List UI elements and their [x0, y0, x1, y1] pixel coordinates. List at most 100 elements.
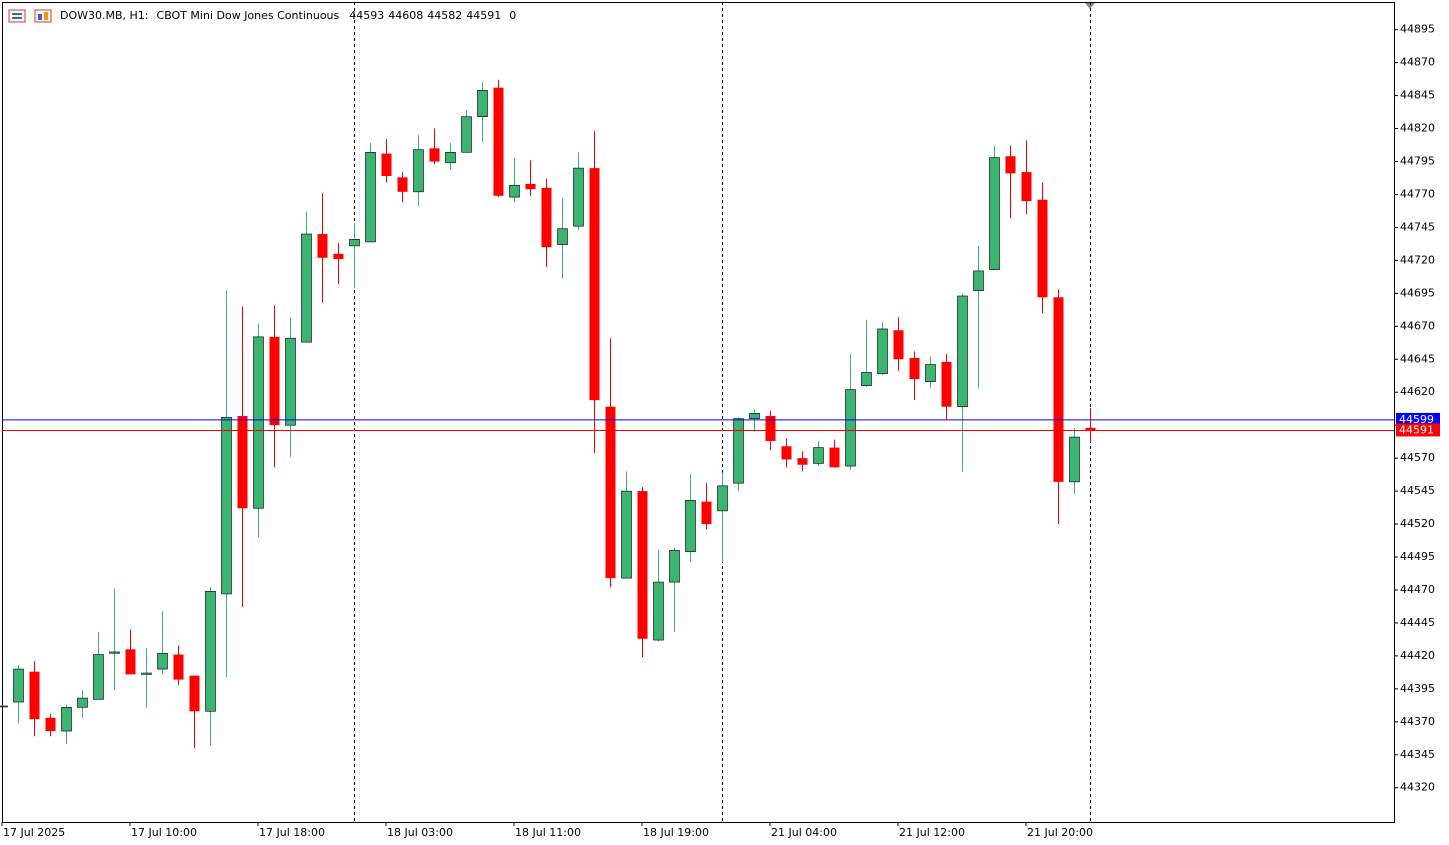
candle-body	[365, 151, 376, 243]
candle-body	[413, 149, 424, 193]
candle-body	[205, 590, 216, 712]
candle-body	[45, 717, 56, 732]
candles	[0, 79, 1096, 749]
y-tick-label: 44495	[1400, 550, 1435, 563]
menu-icons	[8, 9, 52, 23]
candle-body	[1085, 427, 1096, 431]
candle-body	[1069, 436, 1080, 483]
candle-body	[173, 654, 184, 680]
candle-body	[333, 253, 344, 260]
candle-body	[653, 581, 664, 641]
x-tick-label: 21 Jul 04:00	[771, 826, 837, 839]
candle-body	[1005, 156, 1016, 174]
candle-body	[141, 672, 152, 675]
y-tick-label: 44720	[1400, 253, 1435, 266]
candle-body	[0, 705, 8, 708]
candle-body	[573, 167, 584, 227]
candle-body	[237, 415, 248, 509]
candle-body	[893, 330, 904, 360]
x-tick-label: 21 Jul 20:00	[1027, 826, 1093, 839]
icon	[8, 9, 26, 23]
candle-body	[557, 228, 568, 245]
candle-body	[301, 233, 312, 343]
candle-body	[477, 90, 488, 117]
candle-body	[589, 168, 600, 401]
shift-marker	[1085, 3, 1095, 9]
candle-body	[925, 364, 936, 382]
open: 44593	[349, 9, 384, 22]
x-tick-label: 17 Jul 10:00	[131, 826, 197, 839]
y-tick-label: 44795	[1400, 155, 1435, 168]
y-tick-label: 44320	[1400, 781, 1435, 794]
plot-frame	[2, 2, 1395, 823]
candle-body	[445, 151, 456, 164]
icon	[12, 17, 22, 19]
description: CBOT Mini Dow Jones Continuous	[157, 9, 340, 22]
y-tick-label: 44895	[1400, 23, 1435, 36]
candle-body	[397, 177, 408, 192]
candle-body	[861, 372, 872, 386]
close: 44591	[466, 9, 501, 22]
candle-body	[685, 500, 696, 553]
y-tick-label: 44445	[1400, 616, 1435, 629]
candle-body	[749, 413, 760, 419]
candle-body	[541, 187, 552, 248]
candle-body	[221, 416, 232, 595]
icon	[38, 14, 42, 20]
candle-body	[669, 550, 680, 583]
candle-body	[13, 668, 24, 703]
candle-body	[989, 157, 1000, 270]
candle-body	[525, 183, 536, 190]
y-tick-label: 44545	[1400, 484, 1435, 497]
candle-body	[701, 501, 712, 525]
spread: 0	[509, 9, 516, 22]
price-label: 44591	[1399, 423, 1434, 436]
candle-body	[621, 490, 632, 579]
candle-body	[189, 675, 200, 712]
high: 44608	[388, 9, 423, 22]
icon	[12, 13, 22, 15]
y-tick-label: 44620	[1400, 385, 1435, 398]
candle-body	[349, 238, 360, 247]
price-label-box	[1396, 423, 1440, 437]
candle-body	[765, 415, 776, 442]
y-tick-label: 44420	[1400, 649, 1435, 662]
y-tick-label: 44370	[1400, 715, 1435, 728]
x-tick-label: 18 Jul 11:00	[515, 826, 581, 839]
y-tick-label: 44345	[1400, 748, 1435, 761]
symbol: DOW30.MB, H1:	[60, 9, 149, 22]
candle-body	[637, 491, 648, 639]
candle-body	[941, 361, 952, 407]
candle-body	[61, 707, 72, 732]
y-tick-label: 44645	[1400, 352, 1435, 365]
x-tick-label: 17 Jul 18:00	[259, 826, 325, 839]
candle-body	[781, 446, 792, 460]
y-tick-label: 44820	[1400, 122, 1435, 135]
x-tick-label: 17 Jul 2025	[3, 826, 65, 839]
x-tick-label: 18 Jul 03:00	[387, 826, 453, 839]
candle-body	[269, 336, 280, 426]
candle-body	[253, 336, 264, 509]
candle-body	[717, 485, 728, 512]
candle-body	[909, 357, 920, 380]
candle-body	[381, 153, 392, 177]
candle-body	[829, 447, 840, 468]
y-tick-label: 44395	[1400, 682, 1435, 695]
candle-body	[429, 148, 440, 162]
y-tick-label: 44845	[1400, 89, 1435, 102]
candle-body	[509, 184, 520, 198]
candle-body	[125, 649, 136, 675]
candle-body	[1037, 199, 1048, 298]
y-tick-label: 44770	[1400, 187, 1435, 200]
y-tick-label: 44470	[1400, 583, 1435, 596]
candle-body	[77, 697, 88, 708]
candle-body	[29, 671, 40, 720]
candle-body	[733, 418, 744, 484]
y-tick-label: 44745	[1400, 220, 1435, 233]
low: 44582	[427, 9, 462, 22]
x-tick-label: 18 Jul 19:00	[643, 826, 709, 839]
y-tick-label: 44570	[1400, 451, 1435, 464]
candle-body	[845, 389, 856, 467]
